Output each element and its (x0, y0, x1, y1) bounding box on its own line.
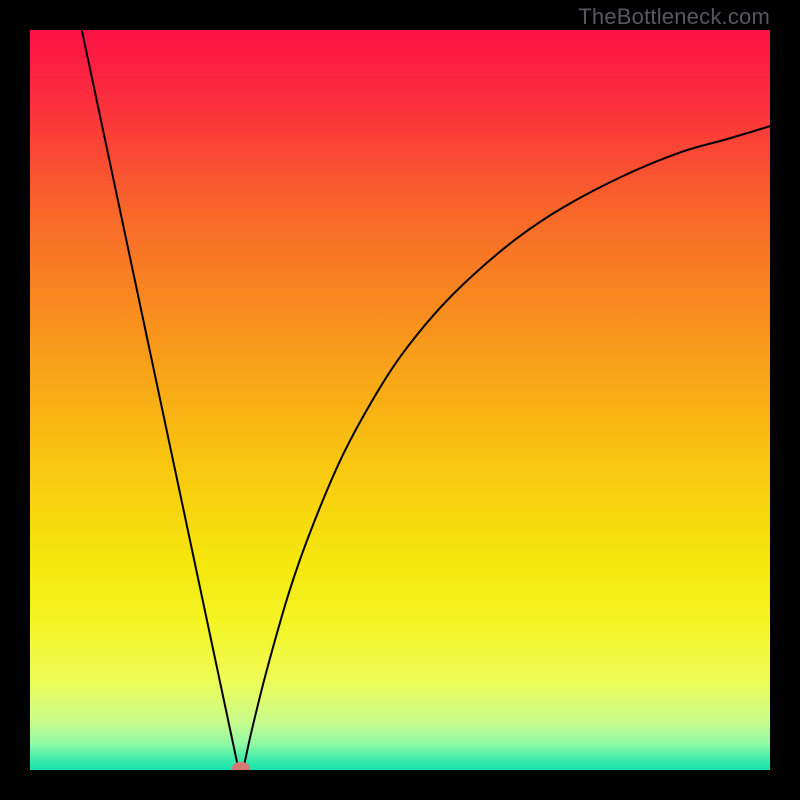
gradient-background (30, 30, 770, 770)
bottleneck-chart (30, 30, 770, 770)
watermark-text: TheBottleneck.com (578, 4, 770, 30)
